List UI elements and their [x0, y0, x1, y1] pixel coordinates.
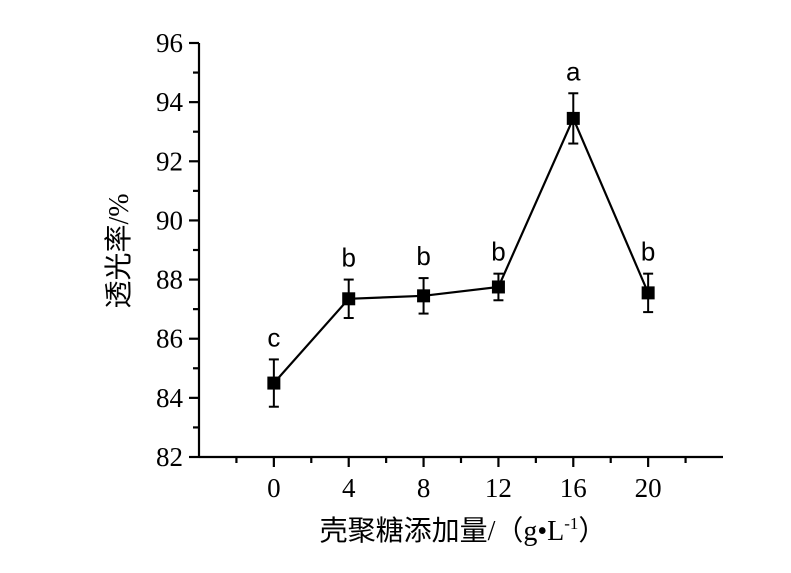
y-tick-label: 82 [156, 442, 183, 472]
x-tick-label: 16 [560, 473, 587, 503]
y-axis-title: 透光率/% [103, 193, 135, 308]
ticks: 82 84 86 88 90 92 94 96 0 4 8 12 16 20 [156, 28, 687, 503]
x-tick-label: 12 [485, 473, 512, 503]
x-axis-title: 壳聚糖添加量/（g•L-1） [320, 514, 607, 547]
y-tick-label: 86 [156, 324, 183, 354]
x-tick-label: 8 [417, 473, 431, 503]
y-tick-label: 92 [156, 146, 183, 176]
y-tick-label: 94 [156, 87, 184, 117]
y-tick-label: 84 [156, 383, 184, 413]
data-point [267, 376, 281, 390]
significance-labels: c b b b a b [267, 56, 655, 352]
significance-label: b [491, 237, 505, 267]
data-point [566, 111, 580, 125]
significance-label: b [641, 237, 655, 267]
significance-label: b [341, 243, 355, 273]
data-series [267, 92, 655, 408]
data-point [342, 292, 356, 306]
x-tick-label: 4 [342, 473, 356, 503]
series-line [273, 115, 650, 384]
y-tick-label: 96 [156, 28, 183, 58]
y-tick-label: 88 [156, 265, 183, 295]
significance-label: c [267, 322, 280, 352]
y-tick-label: 90 [156, 205, 183, 235]
significance-label: a [566, 56, 581, 86]
x-tick-label: 20 [635, 473, 662, 503]
data-point [417, 289, 431, 303]
significance-label: b [416, 241, 430, 271]
x-tick-label: 0 [267, 473, 281, 503]
data-point [641, 286, 655, 300]
data-point [491, 280, 505, 294]
